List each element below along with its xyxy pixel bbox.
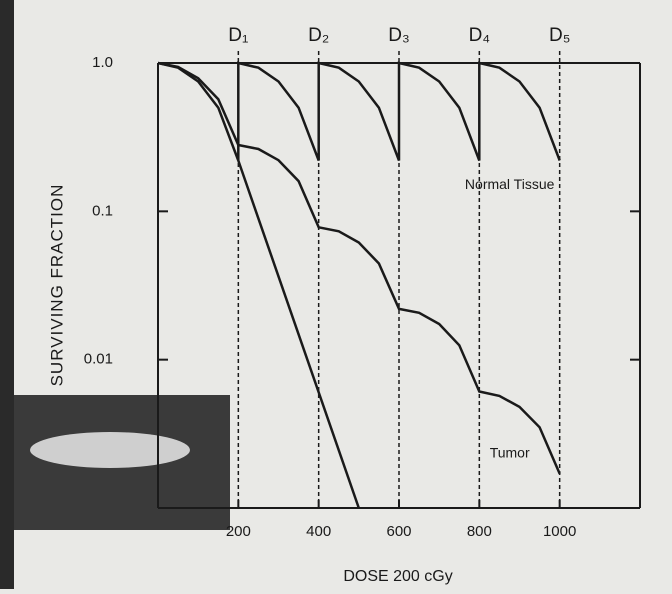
series-label: Tumor xyxy=(490,445,530,461)
curve xyxy=(237,160,360,509)
dose-marker-label: D₁ xyxy=(228,25,248,46)
dose-marker-label: D₅ xyxy=(549,25,570,46)
x-tick-label: 400 xyxy=(306,523,331,540)
curve xyxy=(157,61,561,475)
photo-inset-shape xyxy=(30,432,190,468)
y-tick-label: 1.0 xyxy=(92,54,113,71)
y-axis-label: SURVIVING FRACTION xyxy=(47,184,66,387)
dose-marker-label: D₄ xyxy=(469,25,491,46)
curve xyxy=(157,61,561,161)
y-tick-label: 0.1 xyxy=(92,202,113,219)
scan-edge xyxy=(0,0,14,589)
x-tick-label: 200 xyxy=(226,523,251,540)
x-tick-label: 600 xyxy=(386,523,411,540)
dose-marker-label: D₂ xyxy=(308,25,329,46)
dose-marker-label: D₃ xyxy=(388,25,409,46)
y-tick-label: 0.01 xyxy=(84,351,113,368)
x-tick-label: 1000 xyxy=(543,523,576,540)
series-label: Normal Tissue xyxy=(465,176,555,192)
x-axis-label: DOSE 200 cGy xyxy=(343,568,452,585)
x-tick-label: 800 xyxy=(467,523,492,540)
